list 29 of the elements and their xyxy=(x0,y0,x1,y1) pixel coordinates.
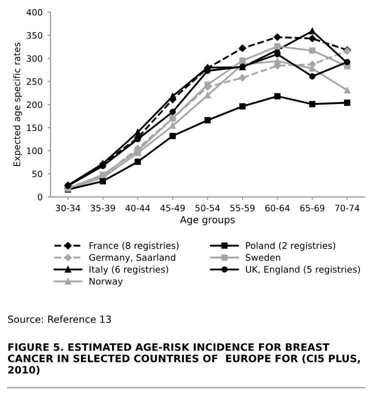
y-tick-label: 400 xyxy=(26,9,42,16)
legend-label: Germany, Saarland xyxy=(89,254,176,263)
x-tick-label: 30-34 xyxy=(56,204,80,212)
y-tick-label: 100 xyxy=(27,148,42,154)
y-tick-label: 300 xyxy=(26,55,42,62)
x-tick-label: 35-39 xyxy=(90,204,115,212)
legend-label: Sweden xyxy=(246,254,280,261)
y-tick-label: 50 xyxy=(32,170,42,178)
x-tick-label: 45-49 xyxy=(160,204,185,212)
x-tick-label: 70-74 xyxy=(335,204,360,212)
y-tick-label: 200 xyxy=(26,101,42,108)
y-tick-label: 350 xyxy=(26,32,42,39)
legend-label: UK, England (5 registries) xyxy=(246,266,360,275)
y-axis-title: Expected age specific rates xyxy=(13,42,22,166)
legend-label: France (8 registries) xyxy=(90,242,179,251)
y-tick-label: 150 xyxy=(27,124,42,132)
x-axis-title: Age groups xyxy=(180,216,235,226)
source-note: Source: Reference 13 xyxy=(8,315,111,323)
x-tick-label: 65-69 xyxy=(300,204,324,212)
y-tick-label: 250 xyxy=(26,78,42,85)
x-tick-label: 55-59 xyxy=(230,204,255,212)
x-tick-label: 50-54 xyxy=(196,204,220,212)
legend-label: Poland (2 registries) xyxy=(246,242,336,251)
x-tick-label: 60-64 xyxy=(265,204,290,212)
text: FIGURE 5. ESTIMATED AGE-RISK INCIDENCE FOR BREAST CANCER IN SELECTED COUNTRIES OF EUROPE FOR (CI5 PLUS, 2010) xyxy=(8,343,360,375)
legend-label: Italy (6 registries) xyxy=(90,266,168,275)
legend-label: Norway xyxy=(90,278,123,286)
x-tick-label: 40-44 xyxy=(125,204,150,212)
y-tick-label: 0 xyxy=(38,194,42,200)
